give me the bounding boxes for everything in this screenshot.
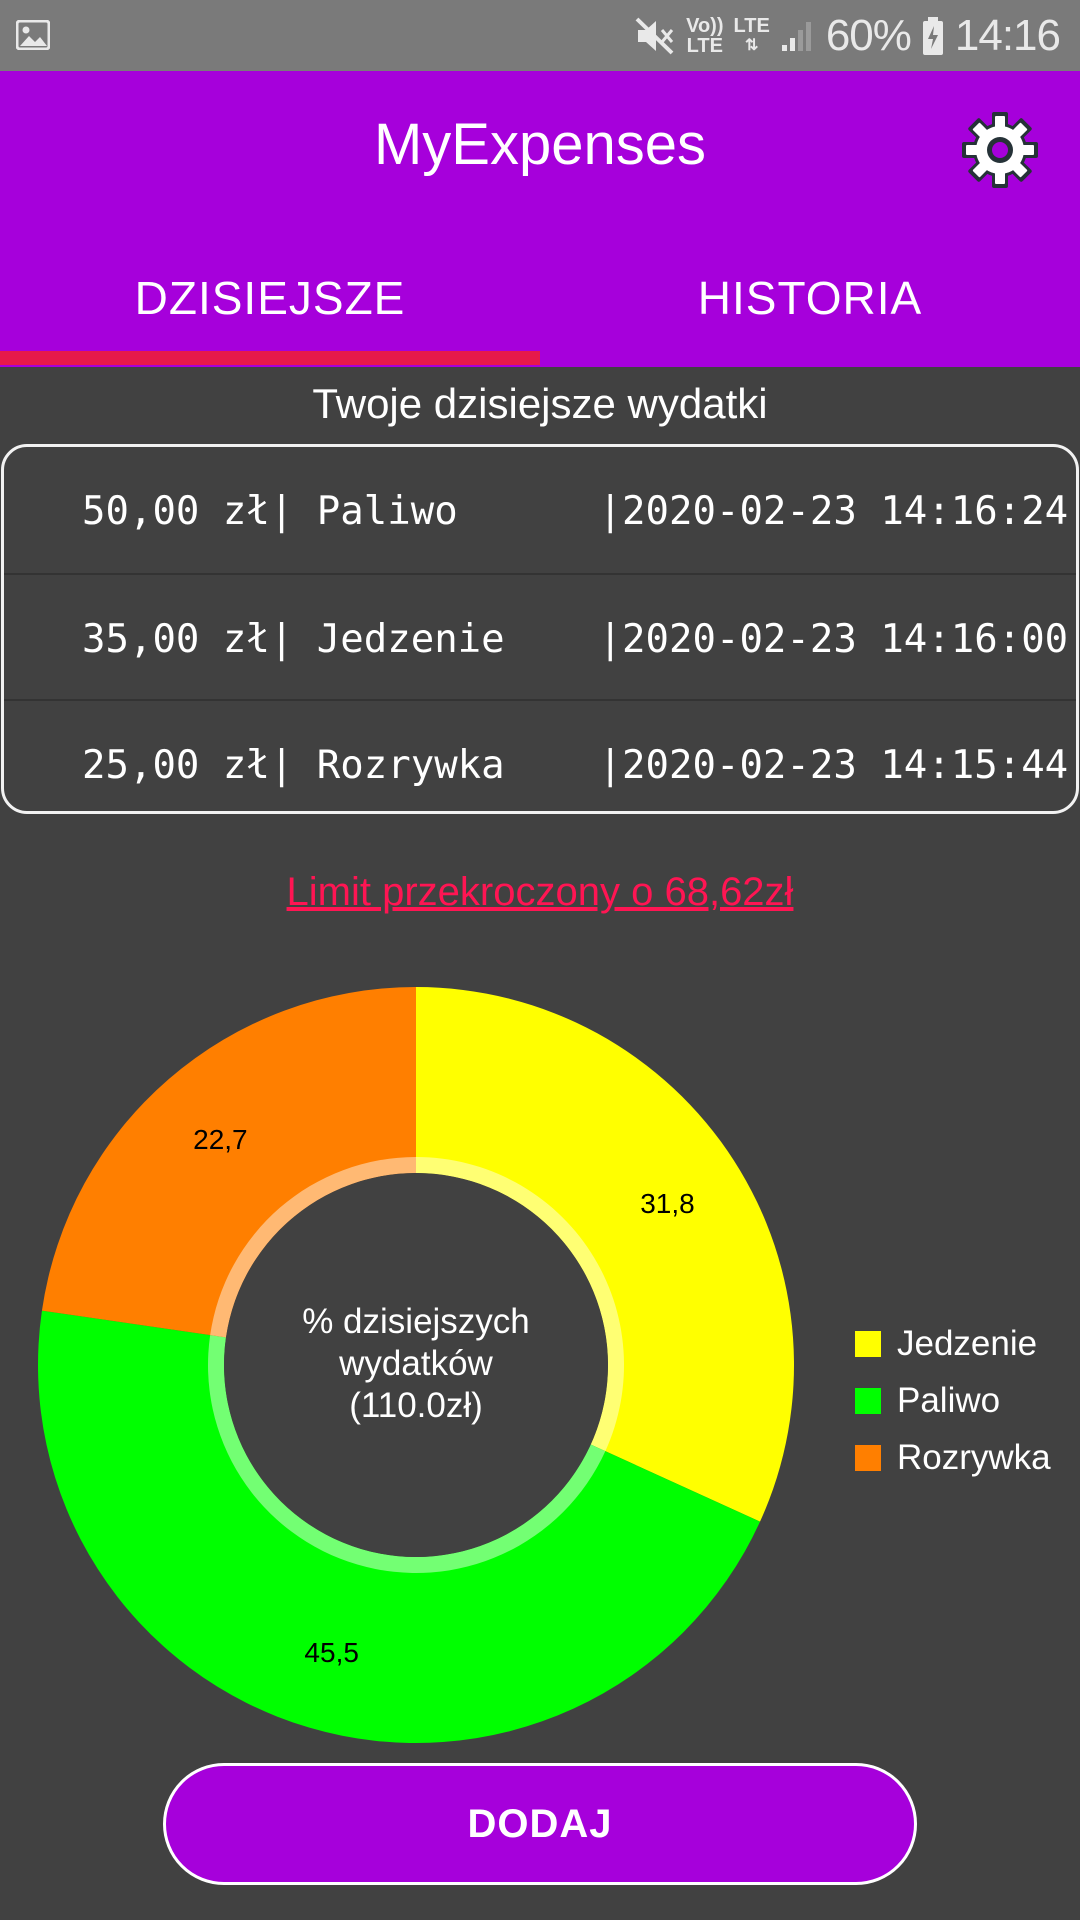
volte-label-bottom: LTE (686, 34, 723, 57)
donut-hole (224, 1173, 608, 1557)
limit-exceeded-warning: Limit przekroczony o 68,62zł (286, 870, 794, 914)
data-arrows-icon: ⇅ (744, 36, 759, 54)
legend-label: Jedzenie (897, 1323, 1038, 1363)
legend-item-rozrywka: Rozrywka (855, 1429, 1051, 1486)
list-item[interactable]: 25,00 zł| Rozrywka |2020-02-23 14:15:44 (4, 699, 1076, 811)
list-item[interactable]: 50,00 zł| Paliwo |2020-02-23 14:16:24 (4, 447, 1076, 573)
tab-today[interactable]: DZISIEJSZE (134, 272, 406, 324)
status-bar: Vo)) LTE LTE ⇅ 60% 14:16 (0, 0, 1080, 71)
list-item[interactable]: 35,00 zł| Jedzenie |2020-02-23 14:16:00 (4, 573, 1076, 699)
legend-label: Paliwo (897, 1380, 1001, 1420)
expense-list: 50,00 zł| Paliwo |2020-02-23 14:16:24 35… (1, 444, 1079, 814)
battery-percent: 60% (825, 10, 912, 60)
clock: 14:16 (954, 10, 1061, 60)
slice-inner-ring (210, 1157, 416, 1338)
chart-center-text: wydatków (338, 1344, 493, 1383)
legend-item-paliwo: Paliwo (855, 1372, 1051, 1429)
slice-value-label: 45,5 (304, 1637, 359, 1668)
slice-rozrywka[interactable] (41, 987, 417, 1338)
legend-item-jedzenie: Jedzenie (855, 1315, 1051, 1372)
expenses-donut-chart: 31,8 45,5 22,7 % dzisiejszychwydatków(110.0… (38, 987, 795, 1744)
mute-icon (635, 17, 674, 54)
battery-charging-icon (922, 16, 943, 55)
signal-icon (781, 21, 811, 51)
legend-swatch (855, 1330, 881, 1357)
tab-indicator (0, 351, 540, 365)
section-title: Twoje dzisiejsze wydatki (312, 380, 768, 427)
expense-text: 25,00 zł| Rozrywka |2020-02-23 14:15:44 (82, 743, 1069, 788)
legend-label: Rozrywka (897, 1437, 1051, 1477)
legend-swatch (855, 1387, 881, 1414)
lte-data-icon: LTE ⇅ (734, 16, 770, 56)
slice-value-label: 22,7 (193, 1124, 248, 1155)
lte-label: LTE (733, 14, 770, 37)
slice-jedzenie[interactable] (416, 987, 795, 1522)
slice-value-label: 31,8 (640, 1188, 695, 1219)
volte-icon: Vo)) LTE (686, 16, 723, 56)
app-title: MyExpenses (373, 112, 707, 177)
app-bar: MyExpenses (0, 71, 1080, 367)
chart-center-text: % dzisiejszych (302, 1302, 530, 1341)
expense-text: 50,00 zł| Paliwo |2020-02-23 14:16:24 (82, 489, 1069, 534)
settings-gear-icon[interactable] (958, 108, 1042, 192)
chart-legend: Jedzenie Paliwo Rozrywka (855, 1315, 1051, 1486)
chart-center-text: (110.0zł) (349, 1386, 483, 1425)
expense-text: 35,00 zł| Jedzenie |2020-02-23 14:16:00 (82, 617, 1069, 662)
slice-inner-ring (416, 1157, 624, 1452)
legend-swatch (855, 1444, 881, 1471)
add-expense-button[interactable]: DODAJ (163, 1763, 917, 1885)
volte-label-top: Vo)) (686, 14, 724, 37)
gallery-notification-icon (16, 20, 50, 50)
tab-history[interactable]: HISTORIA (697, 272, 923, 324)
